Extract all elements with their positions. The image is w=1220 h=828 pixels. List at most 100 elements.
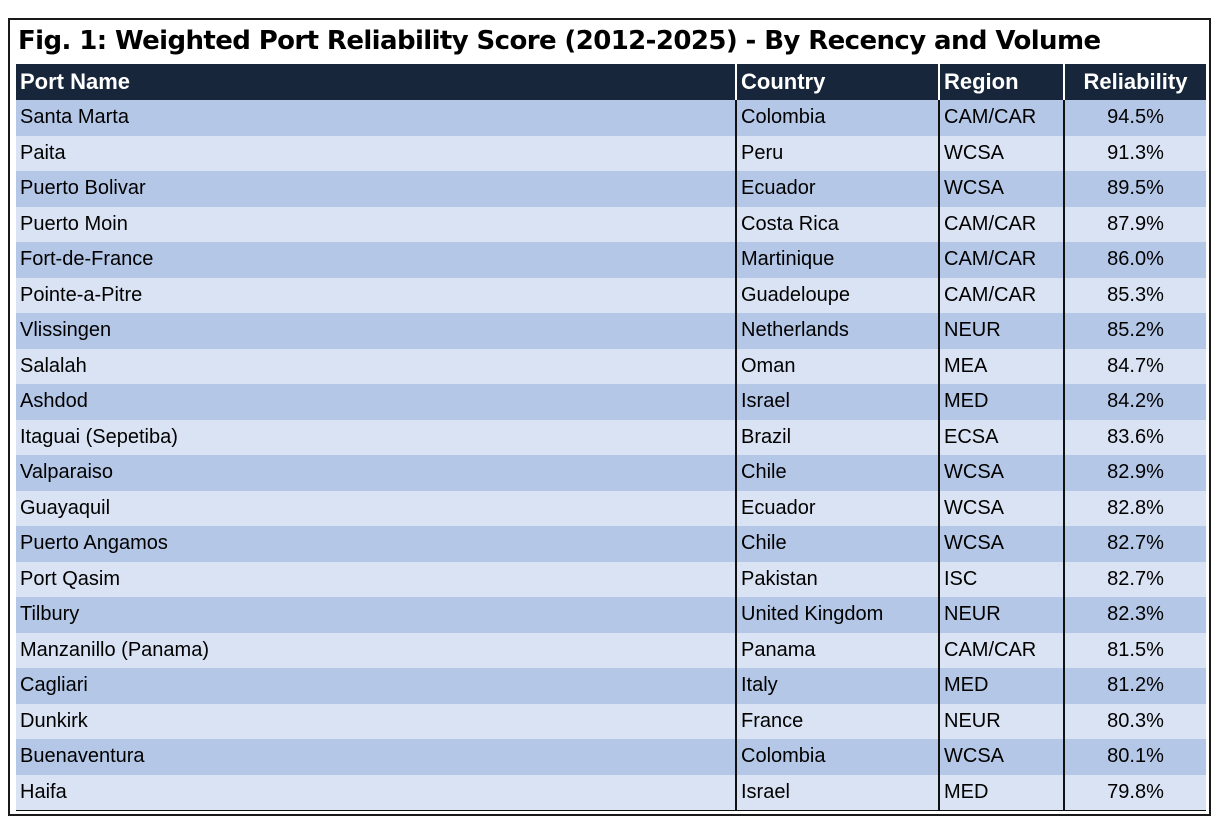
cell-region: NEUR [938,703,1064,739]
table-row: Paita Peru WCSA 91.3% [16,135,1206,171]
cell-reliability: 79.8% [1063,774,1206,811]
cell-port-name: Puerto Angamos [16,526,736,562]
table-row: Cagliari Italy MED 81.2% [16,668,1206,704]
cell-reliability: 82.7% [1063,561,1206,597]
table-row: Ashdod Israel MED 84.2% [16,384,1206,420]
cell-reliability: 86.0% [1063,242,1206,278]
cell-country: United Kingdom [735,597,939,633]
cell-region: WCSA [938,490,1064,526]
cell-port-name: Buenaventura [16,739,736,775]
cell-port-name: Guayaquil [16,490,736,526]
cell-reliability: 83.6% [1063,419,1206,455]
cell-country: Netherlands [735,313,939,349]
cell-region: MED [938,668,1064,704]
table-row: Puerto Angamos Chile WCSA 82.7% [16,526,1206,562]
cell-country: Guadeloupe [735,277,939,313]
cell-country: Chile [735,455,939,491]
cell-region: MED [938,384,1064,420]
cell-region: CAM/CAR [938,277,1064,313]
header-country: Country [735,64,939,100]
table-row: Itaguai (Sepetiba) Brazil ECSA 83.6% [16,419,1206,455]
cell-reliability: 94.5% [1063,100,1206,136]
cell-region: WCSA [938,171,1064,207]
cell-port-name: Port Qasim [16,561,736,597]
cell-region: NEUR [938,597,1064,633]
cell-reliability: 89.5% [1063,171,1206,207]
cell-country: Pakistan [735,561,939,597]
cell-country: Chile [735,526,939,562]
cell-region: WCSA [938,455,1064,491]
cell-port-name: Tilbury [16,597,736,633]
header-reliability: Reliability [1063,64,1206,100]
cell-region: CAM/CAR [938,242,1064,278]
table-row: Port Qasim Pakistan ISC 82.7% [16,561,1206,597]
table-row: Tilbury United Kingdom NEUR 82.3% [16,597,1206,633]
cell-port-name: Ashdod [16,384,736,420]
cell-port-name: Manzanillo (Panama) [16,632,736,668]
table-row: Puerto Bolivar Ecuador WCSA 89.5% [16,171,1206,207]
cell-country: Costa Rica [735,206,939,242]
table-row: Salalah Oman MEA 84.7% [16,348,1206,384]
cell-reliability: 81.5% [1063,632,1206,668]
cell-region: CAM/CAR [938,100,1064,136]
cell-country: Ecuador [735,490,939,526]
cell-port-name: Vlissingen [16,313,736,349]
cell-region: ECSA [938,419,1064,455]
cell-region: CAM/CAR [938,632,1064,668]
cell-region: WCSA [938,526,1064,562]
cell-country: Israel [735,384,939,420]
header-port-name: Port Name [16,64,736,100]
table-row: Vlissingen Netherlands NEUR 85.2% [16,313,1206,349]
header-region: Region [938,64,1064,100]
cell-reliability: 82.8% [1063,490,1206,526]
cell-region: ISC [938,561,1064,597]
table-row: Buenaventura Colombia WCSA 80.1% [16,739,1206,775]
cell-region: WCSA [938,739,1064,775]
cell-region: MED [938,774,1064,811]
table-header: Port Name Country Region Reliability [16,64,1206,100]
table-body: Santa Marta Colombia CAM/CAR 94.5% Paita Peru… [16,100,1206,811]
cell-port-name: Dunkirk [16,703,736,739]
table-row: Manzanillo (Panama) Panama CAM/CAR 81.5% [16,632,1206,668]
cell-port-name: Pointe-a-Pitre [16,277,736,313]
table-row: Haifa Israel MED 79.8% [16,774,1206,811]
cell-reliability: 85.2% [1063,313,1206,349]
cell-country: Colombia [735,100,939,136]
cell-country: Israel [735,774,939,811]
cell-port-name: Itaguai (Sepetiba) [16,419,736,455]
table-row: Santa Marta Colombia CAM/CAR 94.5% [16,100,1206,136]
cell-country: Colombia [735,739,939,775]
cell-country: France [735,703,939,739]
cell-reliability: 87.9% [1063,206,1206,242]
cell-country: Martinique [735,242,939,278]
table-row: Guayaquil Ecuador WCSA 82.8% [16,490,1206,526]
table-row: Puerto Moin Costa Rica CAM/CAR 87.9% [16,206,1206,242]
cell-port-name: Puerto Moin [16,206,736,242]
table-row: Pointe-a-Pitre Guadeloupe CAM/CAR 85.3% [16,277,1206,313]
cell-port-name: Fort-de-France [16,242,736,278]
table-title: Fig. 1: Weighted Port Reliability Score … [18,26,1101,56]
cell-port-name: Santa Marta [16,100,736,136]
table-row: Valparaiso Chile WCSA 82.9% [16,455,1206,491]
cell-port-name: Salalah [16,348,736,384]
cell-country: Brazil [735,419,939,455]
cell-port-name: Puerto Bolivar [16,171,736,207]
table-row: Dunkirk France NEUR 80.3% [16,703,1206,739]
cell-country: Italy [735,668,939,704]
cell-region: NEUR [938,313,1064,349]
cell-reliability: 82.7% [1063,526,1206,562]
cell-country: Oman [735,348,939,384]
cell-reliability: 81.2% [1063,668,1206,704]
table-row: Fort-de-France Martinique CAM/CAR 86.0% [16,242,1206,278]
cell-reliability: 91.3% [1063,135,1206,171]
cell-region: CAM/CAR [938,206,1064,242]
cell-reliability: 84.7% [1063,348,1206,384]
cell-region: MEA [938,348,1064,384]
cell-reliability: 82.9% [1063,455,1206,491]
cell-country: Panama [735,632,939,668]
cell-port-name: Cagliari [16,668,736,704]
cell-country: Peru [735,135,939,171]
cell-port-name: Paita [16,135,736,171]
cell-reliability: 82.3% [1063,597,1206,633]
cell-reliability: 84.2% [1063,384,1206,420]
